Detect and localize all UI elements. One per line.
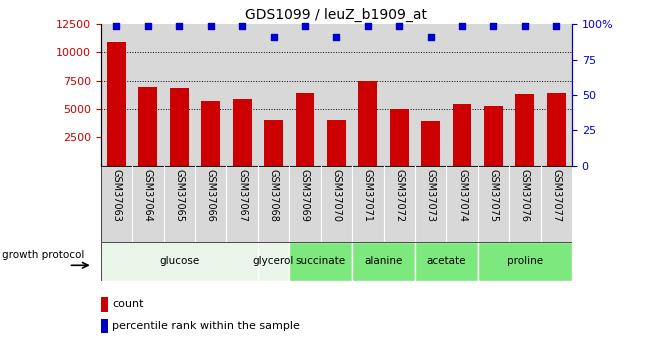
Text: glucose: glucose [159,256,200,266]
Bar [358,81,377,166]
Title: GDS1099 / leuZ_b1909_at: GDS1099 / leuZ_b1909_at [246,8,428,22]
Text: GSM37075: GSM37075 [488,169,499,223]
Text: percentile rank within the sample: percentile rank within the sample [112,321,300,331]
Text: succinate: succinate [296,256,346,266]
Point [111,23,122,28]
Text: GSM37072: GSM37072 [394,169,404,223]
Bar [452,104,471,166]
Bar [547,92,566,166]
Text: GSM37077: GSM37077 [551,169,562,223]
Point [551,23,562,28]
Text: GSM37067: GSM37067 [237,169,247,223]
Bar [390,109,409,166]
Text: GSM37065: GSM37065 [174,169,185,223]
Bar [101,166,572,242]
Bar [296,92,315,166]
Bar [352,241,415,281]
Text: growth protocol: growth protocol [2,250,84,260]
Point [143,23,153,28]
Text: GSM37071: GSM37071 [363,169,373,223]
Bar [421,121,440,166]
Point [425,34,436,40]
Point [268,34,279,40]
Bar [233,99,252,166]
Text: GSM37066: GSM37066 [205,169,216,222]
Text: proline: proline [507,256,543,266]
Point [363,23,373,28]
Point [174,23,185,28]
Bar [258,241,289,281]
Bar [202,100,220,166]
Point [488,23,499,28]
Bar [484,106,503,166]
Text: GSM37076: GSM37076 [520,169,530,223]
Text: GSM37068: GSM37068 [268,169,279,222]
Bar [107,42,126,166]
Bar [101,241,258,281]
Point [331,34,342,40]
Bar [264,120,283,166]
Text: glycerol: glycerol [253,256,294,266]
Text: count: count [112,299,144,309]
Bar [170,88,188,166]
Point [237,23,247,28]
Bar [138,87,157,166]
Text: GSM37074: GSM37074 [457,169,467,223]
Point [520,23,530,28]
Text: alanine: alanine [364,256,403,266]
Point [205,23,216,28]
Text: GSM37073: GSM37073 [426,169,436,223]
Text: GSM37070: GSM37070 [332,169,341,223]
Text: GSM37064: GSM37064 [143,169,153,222]
Point [457,23,467,28]
Bar [478,241,572,281]
Text: GSM37069: GSM37069 [300,169,310,222]
Bar [327,120,346,166]
Point [300,23,310,28]
Text: acetate: acetate [426,256,466,266]
Bar [515,94,534,166]
Bar [415,241,478,281]
Text: GSM37063: GSM37063 [111,169,122,222]
Bar [101,297,108,312]
Point [394,23,404,28]
Bar [101,319,108,333]
Bar [289,241,352,281]
